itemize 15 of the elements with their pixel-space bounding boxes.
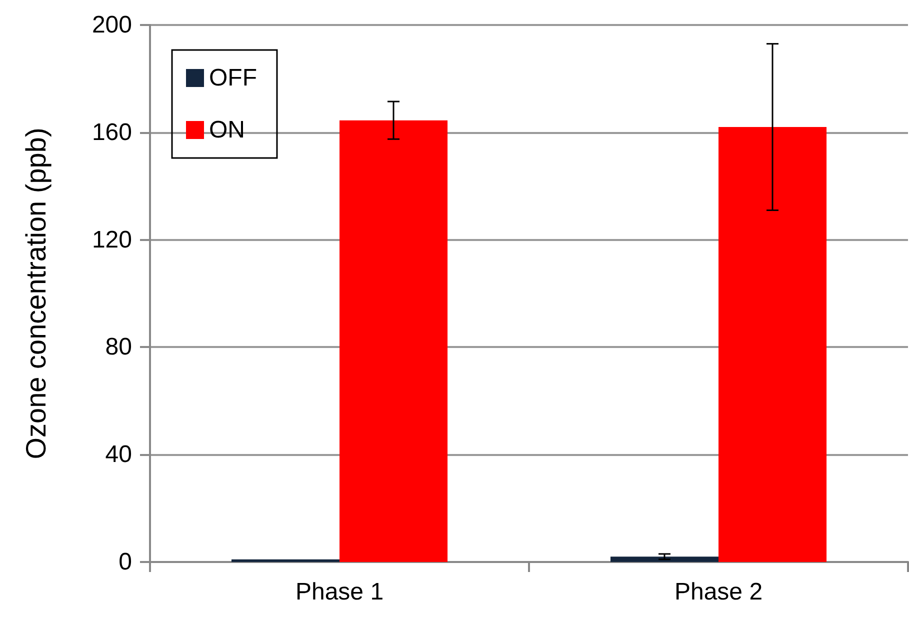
bar <box>610 556 718 562</box>
y-axis-title: Ozone concentration (ppb) <box>20 128 52 460</box>
y-tick-label: 120 <box>92 226 132 254</box>
x-tick-label: Phase 1 <box>295 578 384 606</box>
y-tick-label: 40 <box>105 441 132 468</box>
legend-label: OFF <box>209 64 257 92</box>
bar <box>340 120 448 562</box>
y-tick-label: 200 <box>92 12 132 38</box>
y-tick-label: 80 <box>105 334 132 361</box>
y-tick-label: 160 <box>92 118 132 146</box>
bar <box>718 127 827 562</box>
legend-label: ON <box>209 116 245 144</box>
x-tick-label: Phase 2 <box>674 578 763 606</box>
bar <box>231 559 340 562</box>
y-tick-label: 0 <box>118 548 132 576</box>
